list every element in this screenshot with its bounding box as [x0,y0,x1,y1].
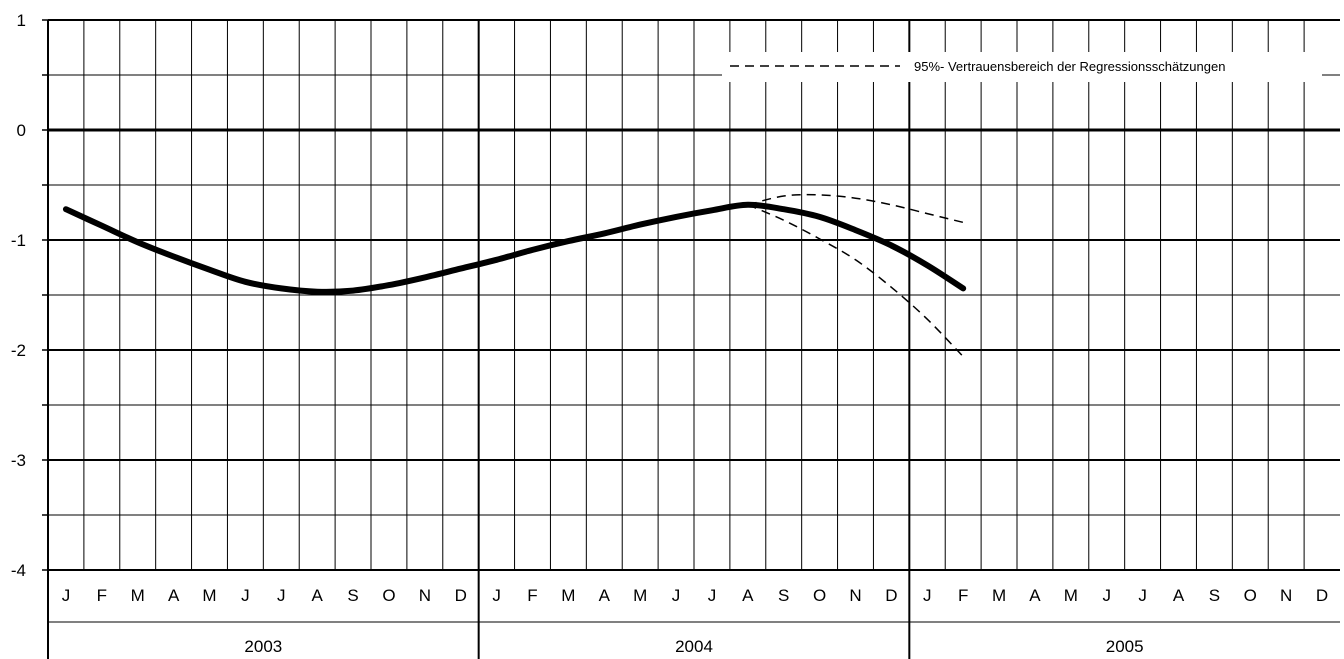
month-label: J [492,586,501,605]
month-label: J [62,586,71,605]
month-label: M [202,586,216,605]
month-label: A [1173,586,1185,605]
month-label: M [633,586,647,605]
y-tick-label: -1 [11,231,26,250]
month-label: S [1209,586,1220,605]
y-tick-label: -2 [11,341,26,360]
month-label: M [992,586,1006,605]
month-label: D [885,586,897,605]
x-axis-labels: J F M A M J J A S O N D J F M A M J J A S O N D J F M A M J J A S O N D 2003… [62,586,1329,656]
month-label: F [97,586,107,605]
month-label: O [382,586,395,605]
year-label: 2004 [675,637,713,656]
y-axis-ticks: 1 0 -1 -2 -3 -4 [11,11,48,580]
legend: 95%- Vertrauensbereich der Regressionssc… [722,52,1322,82]
month-label: N [419,586,431,605]
series-line-estimate [62,201,967,295]
month-label: F [958,586,968,605]
month-label: M [131,586,145,605]
month-label: A [599,586,611,605]
month-label: N [1280,586,1292,605]
y-tick-label: 1 [17,11,26,30]
month-label: D [455,586,467,605]
month-label: J [708,586,717,605]
axis-frame [47,20,1340,659]
month-label: A [311,586,323,605]
month-label: J [672,586,681,605]
legend-label: 95%- Vertrauensbereich der Regressionssc… [914,59,1225,74]
year-label: 2005 [1106,637,1144,656]
legend-background [722,52,1322,82]
series-line-upper-bound [747,193,964,224]
month-label: A [1029,586,1041,605]
month-label: M [561,586,575,605]
month-label: F [527,586,537,605]
month-label: M [1064,586,1078,605]
month-label: A [742,586,754,605]
month-label: S [347,586,358,605]
month-label: J [923,586,932,605]
month-label: J [1102,586,1111,605]
month-label: N [849,586,861,605]
y-tick-label: -3 [11,451,26,470]
series-layer [62,193,967,358]
month-label: A [168,586,180,605]
major-gridlines [48,19,1340,571]
year-label: 2003 [244,637,282,656]
y-tick-label: 0 [17,121,26,140]
month-label: O [1244,586,1257,605]
y-tick-label: -4 [11,561,26,580]
month-label: D [1316,586,1328,605]
month-label: J [241,586,250,605]
month-label: S [778,586,789,605]
month-label: O [813,586,826,605]
month-label: J [277,586,286,605]
series-line-lower-bound [747,204,964,358]
month-label: J [1138,586,1147,605]
